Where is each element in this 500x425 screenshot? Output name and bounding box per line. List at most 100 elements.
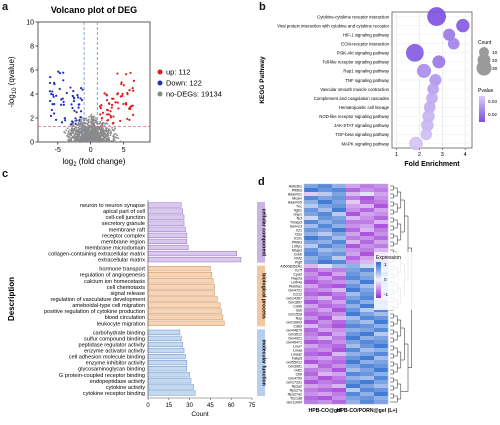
- heatmap-cell: [318, 324, 333, 329]
- point-no-deg: [105, 129, 107, 132]
- heatmap-cell: [346, 216, 361, 221]
- dendrogram-branch: [400, 327, 405, 361]
- heatmap-cell: [374, 364, 389, 369]
- x-tick-label: 1: [395, 152, 398, 158]
- heatmap-cell: [360, 232, 375, 237]
- heatmap-cell: [346, 220, 361, 225]
- heatmap-cell: [304, 296, 319, 301]
- point-no-deg: [79, 138, 81, 141]
- point-down: [64, 119, 67, 122]
- pathway-label: Cytokine-cytokine receptor interaction: [317, 14, 389, 19]
- point-no-deg: [71, 125, 74, 128]
- color-legend-bar: [479, 96, 485, 122]
- heatmap-cell: [374, 228, 389, 233]
- gene-label: Pfkfb3: [292, 240, 302, 244]
- bar: [147, 320, 225, 326]
- category-label: sulfur compound binding: [84, 336, 145, 342]
- heatmap-cell: [318, 248, 333, 253]
- point-up: [120, 81, 123, 84]
- pathway-dot: [432, 55, 446, 69]
- heatmap-cell: [318, 204, 333, 209]
- point-no-deg: [77, 126, 80, 129]
- point-down: [51, 90, 54, 93]
- gene-label: Lmaa2: [291, 352, 302, 356]
- heatmap-cell: [318, 224, 333, 229]
- point-no-deg: [110, 132, 113, 135]
- point-down: [62, 71, 65, 74]
- point-down: [52, 95, 55, 98]
- y-axis-label-part: 10: [12, 87, 18, 94]
- x-axis-label-part: (fold change): [77, 157, 126, 166]
- heatmap-cell: [346, 236, 361, 241]
- point-no-deg: [86, 138, 89, 141]
- heatmap-cell: [318, 220, 333, 225]
- heatmap-cell: [332, 320, 347, 325]
- point-up: [120, 82, 123, 86]
- heatmap-cell: [332, 296, 347, 301]
- bar: [147, 302, 221, 308]
- x-axis-label: Fold Enrichment: [404, 161, 460, 168]
- x-tick-label: 75: [249, 403, 256, 409]
- point-no-deg: [93, 134, 96, 137]
- gene-label: Mrap2: [292, 248, 302, 252]
- heatmap-cell: [346, 304, 361, 309]
- category-label: positive regulation of cytokine producti…: [44, 309, 145, 315]
- heatmap-cell: [332, 288, 347, 293]
- heatmap-cell: [360, 396, 375, 401]
- heatmap-cell: [360, 312, 375, 317]
- point-down: [53, 103, 56, 106]
- point-down: [60, 103, 63, 106]
- heatmap-cell: [318, 316, 333, 321]
- gene-label: Plekha1: [289, 284, 302, 288]
- point-no-deg: [90, 125, 93, 128]
- heatmap-cell: [346, 392, 361, 397]
- point-up: [105, 99, 109, 102]
- point-no-deg: [102, 121, 104, 124]
- heatmap-cell: [346, 208, 361, 213]
- point-no-deg: [84, 134, 87, 137]
- heatmap-cell: [304, 240, 319, 245]
- heatmap-cell: [304, 252, 319, 257]
- point-down: [71, 120, 74, 123]
- gene-label: Lmo7: [293, 344, 302, 348]
- heatmap-cell: [332, 240, 347, 245]
- y-axis-label-part: (qvalue): [7, 56, 16, 87]
- size-legend-label: 30: [492, 66, 498, 72]
- bar: [147, 341, 183, 348]
- point-no-deg: [106, 140, 109, 142]
- point-down: [62, 100, 65, 103]
- point-no-deg: [76, 129, 79, 131]
- point-no-deg: [72, 130, 75, 133]
- gene-label: Mcam: [292, 196, 302, 200]
- expression-heatmap: Aldh3b1Pfkfb3Adamts1McamAdamts5TncItgb1G…: [280, 183, 414, 414]
- heatmap-cell: [332, 232, 347, 237]
- point-no-deg: [100, 119, 103, 121]
- heatmap-cell: [360, 364, 375, 369]
- heatmap-cell: [346, 332, 361, 337]
- heatmap-cell: [332, 224, 347, 229]
- point-no-deg: [77, 140, 80, 143]
- point-no-deg: [72, 129, 74, 131]
- point-up: [128, 89, 131, 92]
- point-no-deg: [98, 141, 101, 143]
- heatmap-cell: [374, 376, 389, 381]
- point-no-deg: [63, 130, 66, 133]
- heatmap-cell: [318, 336, 333, 341]
- gene-label: Gm17331: [286, 380, 302, 384]
- point-no-deg: [98, 134, 101, 137]
- point-no-deg: [86, 140, 89, 142]
- dendrogram-branch: [393, 219, 398, 229]
- gene-label: Nsp: [296, 316, 302, 320]
- size-legend-label: 10: [492, 50, 498, 56]
- heatmap-cell: [360, 308, 375, 313]
- point-down: [49, 76, 52, 79]
- point-up: [119, 119, 122, 123]
- gene-label: Il17f: [295, 268, 302, 272]
- heatmap-cell: [360, 320, 375, 325]
- heatmap-cell: [332, 300, 347, 305]
- category-label: regulation of angiogenesis: [80, 273, 146, 279]
- dendrogram-branch: [390, 201, 394, 207]
- point-no-deg: [117, 137, 120, 139]
- heatmap-cell: [332, 268, 347, 273]
- point-no-deg: [94, 119, 97, 122]
